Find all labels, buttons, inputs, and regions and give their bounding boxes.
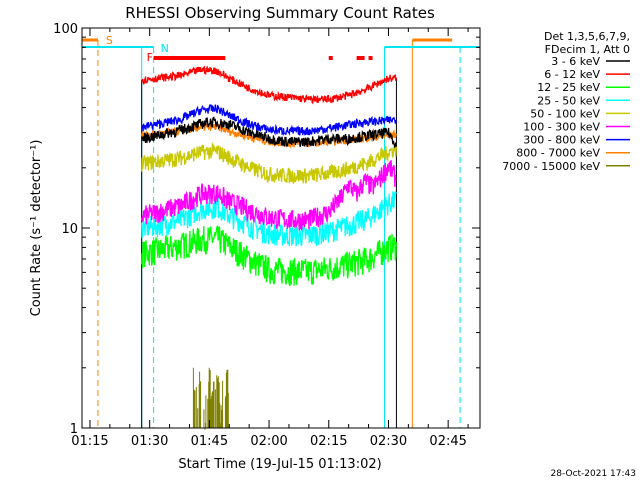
legend-entry-label: 25 - 50 keV [537, 94, 600, 107]
series-12-25kev [141, 225, 397, 287]
f-marker-label: F [147, 51, 153, 64]
x-tick-label: 01:45 [191, 434, 228, 449]
x-tick-label: 01:30 [131, 434, 168, 449]
series-3-6kev [141, 116, 397, 149]
legend-entry-label: 800 - 7000 keV [516, 147, 600, 160]
legend-entry-label: 50 - 100 keV [530, 107, 600, 120]
series-50-100kev [141, 141, 397, 185]
y-tick-label: 100 [53, 22, 78, 37]
x-tick-label: 02:45 [429, 434, 466, 449]
legend-entry-label: 3 - 6 keV [551, 55, 600, 68]
series-300-800kev [141, 103, 397, 137]
x-tick-label: 02:15 [310, 434, 347, 449]
legend-header-detectors: Det 1,3,5,6,7,9, [544, 30, 630, 43]
series-25-50kev [141, 191, 397, 247]
series-layer [141, 65, 397, 430]
x-tick-label: 02:00 [250, 434, 287, 449]
x-tick-label: 02:30 [370, 434, 407, 449]
legend-header-decimation: FDecim 1, Att 0 [545, 43, 630, 56]
y-tick-label: 1 [70, 422, 78, 437]
x-axis-label: Start Time (19-Jul-15 01:13:02) [178, 457, 381, 472]
legend-entry-label: 300 - 800 keV [523, 134, 600, 147]
s-marker-label: S [106, 34, 113, 47]
legend-entry-label: 100 - 300 keV [523, 121, 600, 134]
legend: Det 1,3,5,6,7,9, FDecim 1, Att 0 3 - 6 k… [502, 30, 630, 173]
series-7000-15000kev [192, 367, 229, 430]
n-marker-label: N [161, 42, 169, 55]
legend-entry-label: 12 - 25 keV [537, 81, 600, 94]
legend-entry-label: 7000 - 15000 keV [502, 160, 600, 173]
axis-tick-label-layer: 01:15 01:30 01:45 02:00 02:15 02:30 02:45 1 10 10… [53, 22, 467, 449]
axis-tick-layer [82, 27, 480, 429]
chart-title: RHESSI Observing Summary Count Rates [125, 4, 435, 22]
footer-timestamp: 28-Oct-2021 17:43 [551, 469, 636, 479]
y-axis-label: Count Rate (s⁻¹ detector⁻¹) [29, 140, 44, 317]
legend-entry-label: 6 - 12 keV [544, 68, 600, 81]
y-tick-label: 10 [61, 222, 78, 237]
x-tick-label: 01:15 [71, 434, 108, 449]
series-6-12kev [141, 65, 397, 105]
series-100-300kev [141, 160, 397, 231]
